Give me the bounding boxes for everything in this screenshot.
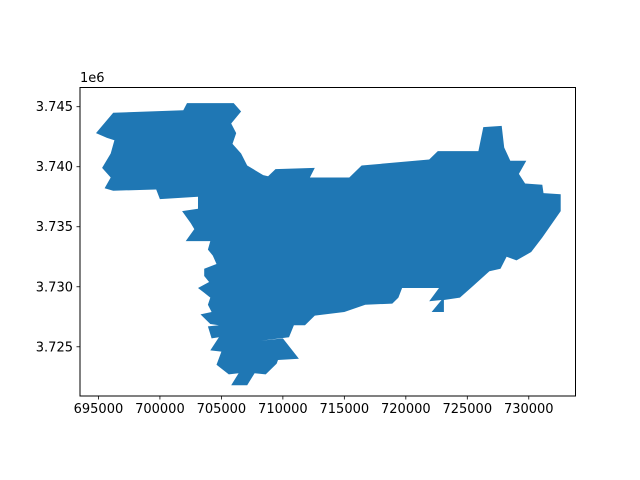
y-axis: 3.725 3.730 3.735 3.740 3.745	[36, 100, 80, 355]
x-tick-label: 710000	[258, 402, 308, 417]
y-tick-label: 3.725	[36, 340, 73, 355]
axes-frame	[79, 87, 576, 397]
region-polygon	[96, 103, 561, 386]
x-tick-label: 705000	[197, 402, 247, 417]
plot-area	[79, 87, 576, 397]
x-tick-label: 715000	[320, 402, 370, 417]
x-tick-label: 695000	[74, 402, 124, 417]
y-tick-label: 3.730	[36, 280, 73, 295]
x-axis: 695000 700000 705000 710000 715000 720000 7250…	[74, 396, 554, 417]
x-tick-label: 730000	[504, 402, 554, 417]
x-tick-label: 700000	[135, 402, 185, 417]
y-tick-label: 3.735	[36, 220, 73, 235]
x-tick-label: 720000	[381, 402, 431, 417]
x-tick-label: 725000	[442, 402, 492, 417]
y-offset-label: 1e6	[80, 71, 105, 86]
y-tick-label: 3.745	[36, 100, 73, 115]
y-tick-label: 3.740	[36, 160, 73, 175]
